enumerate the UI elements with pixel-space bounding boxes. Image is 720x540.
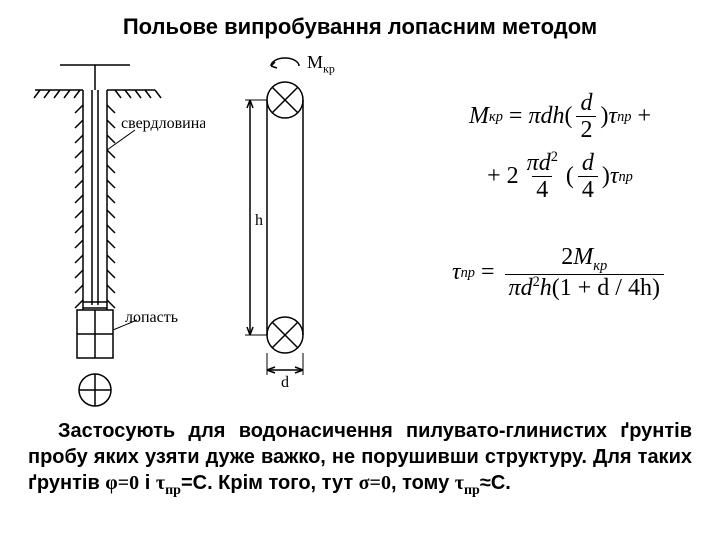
body-paragraph: Застосують для водонасичення пилувато-гл… <box>28 418 692 500</box>
eq1-row1: Mкр = πdh( d 2 )τпр + <box>420 90 700 144</box>
label-d: d <box>281 374 289 391</box>
label-well: свердловина <box>121 115 205 132</box>
label-blade: лопасть <box>125 309 178 326</box>
page-title: Польове випробування лопасним методом <box>0 14 720 40</box>
diagram-vane: h d <box>225 50 375 410</box>
eq1-row2: + 2 πd2 4 ( d 4 )τпр <box>420 150 700 204</box>
eq2-row: τпр = 2Mкр πd2h(1 + d / 4h) <box>420 244 700 302</box>
diagram-borehole: свердловина лопасть <box>25 50 205 420</box>
label-h: h <box>255 212 263 229</box>
label-mkr: Мкр <box>307 52 335 77</box>
formulas-block: Mкр = πdh( d 2 )τпр + + 2 πd2 4 ( d 4 )τ… <box>420 90 700 308</box>
